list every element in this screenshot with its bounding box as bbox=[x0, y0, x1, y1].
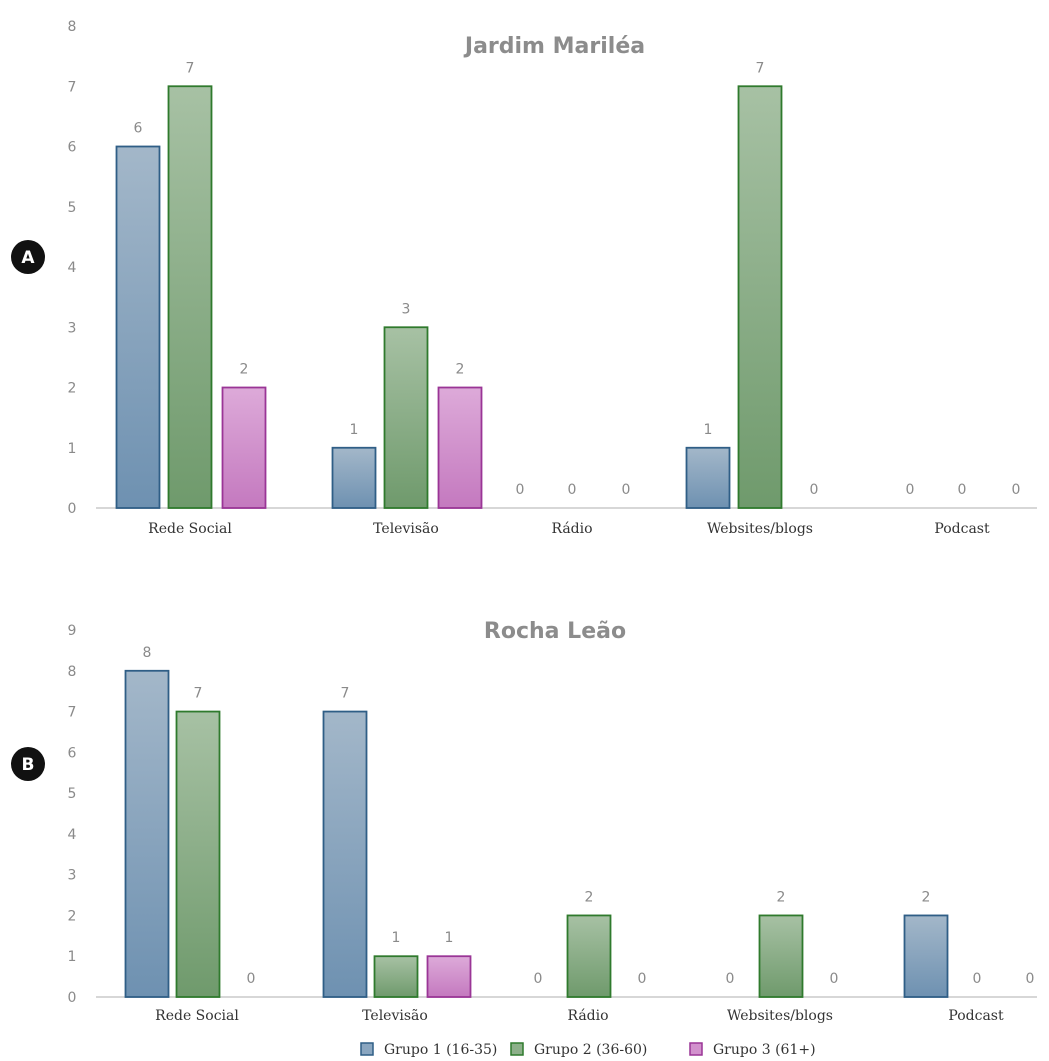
panel-label: A bbox=[21, 248, 35, 268]
legend-item-grupo-3: Grupo 3 (61+) bbox=[689, 1042, 816, 1058]
data-label: 0 bbox=[247, 971, 256, 987]
data-label: 2 bbox=[777, 889, 786, 905]
data-label: 1 bbox=[445, 930, 454, 946]
chart-title: Rocha Leão bbox=[484, 619, 626, 644]
data-label: 0 bbox=[830, 971, 839, 987]
bar-1 bbox=[124, 669, 170, 998]
x-category-label: Websites/blogs bbox=[727, 1008, 833, 1024]
data-label: 7 bbox=[756, 60, 765, 76]
data-label: 0 bbox=[958, 482, 967, 498]
bar-3 bbox=[426, 955, 472, 998]
y-tick-label: 4 bbox=[68, 260, 77, 276]
x-category-label: Podcast bbox=[948, 1008, 1004, 1024]
data-label: 1 bbox=[350, 422, 359, 438]
y-tick-label: 8 bbox=[68, 664, 77, 680]
legend-label: Grupo 1 (16-35) bbox=[384, 1042, 497, 1058]
y-tick-label: 6 bbox=[68, 745, 77, 761]
bar-1 bbox=[903, 914, 949, 998]
data-label: 0 bbox=[1012, 482, 1021, 498]
data-label: 0 bbox=[726, 971, 735, 987]
bar-2 bbox=[167, 85, 213, 509]
x-category-label: Televisão bbox=[362, 1008, 428, 1024]
x-category-label: Rádio bbox=[551, 521, 592, 537]
legend-swatch-grupo-3 bbox=[689, 1042, 703, 1056]
panel-label: B bbox=[22, 755, 35, 775]
data-label: 0 bbox=[906, 482, 915, 498]
y-tick-label: 2 bbox=[68, 908, 77, 924]
legend-item-grupo-2: Grupo 2 (36-60) bbox=[510, 1042, 647, 1058]
data-label: 7 bbox=[194, 686, 203, 702]
data-label: 0 bbox=[568, 482, 577, 498]
bar-2 bbox=[383, 326, 429, 509]
data-label: 0 bbox=[638, 971, 647, 987]
bar-1 bbox=[685, 446, 731, 509]
bar-2 bbox=[373, 955, 419, 998]
panel-badge-b: B bbox=[11, 747, 45, 781]
data-label: 7 bbox=[186, 60, 195, 76]
data-label: 1 bbox=[704, 422, 713, 438]
y-tick-label: 3 bbox=[68, 320, 77, 336]
data-label: 0 bbox=[622, 482, 631, 498]
y-tick-label: 9 bbox=[68, 623, 77, 639]
data-label: 2 bbox=[585, 889, 594, 905]
data-label: 2 bbox=[240, 362, 249, 378]
bar-1 bbox=[331, 446, 377, 509]
chart-rocha-leao: Rocha Leão B 0 1 2 3 4 5 6 7 8 9 Rede Social Televi… bbox=[11, 619, 1037, 1024]
legend: Grupo 1 (16-35) Grupo 2 (36-60) Grupo 3 … bbox=[360, 1042, 816, 1058]
bar-1 bbox=[322, 710, 368, 998]
data-label: 2 bbox=[456, 362, 465, 378]
x-category-label: Rede Social bbox=[155, 1008, 239, 1024]
y-tick-label: 8 bbox=[68, 19, 77, 35]
bar-2 bbox=[758, 914, 804, 998]
x-category-label: Televisão bbox=[373, 521, 439, 537]
data-label: 0 bbox=[810, 482, 819, 498]
y-tick-label: 2 bbox=[68, 381, 77, 397]
y-tick-label: 7 bbox=[68, 705, 77, 721]
chart-jardim-marilea: Jardim Mariléa A 0 1 2 3 4 5 6 7 8 Rede Social Tel… bbox=[11, 19, 1037, 537]
y-tick-label: 1 bbox=[68, 949, 77, 965]
x-category-label: Websites/blogs bbox=[707, 521, 813, 537]
bar-2 bbox=[737, 85, 783, 509]
panel-badge-a: A bbox=[11, 240, 45, 274]
y-tick-label: 1 bbox=[68, 441, 77, 457]
x-category-label: Podcast bbox=[934, 521, 990, 537]
data-label: 0 bbox=[516, 482, 525, 498]
legend-label: Grupo 3 (61+) bbox=[713, 1042, 816, 1058]
bar-1 bbox=[115, 145, 161, 509]
data-label: 7 bbox=[341, 686, 350, 702]
bar-2 bbox=[566, 914, 612, 998]
data-label: 2 bbox=[922, 889, 931, 905]
y-tick-label: 5 bbox=[68, 786, 77, 802]
legend-swatch-grupo-1 bbox=[360, 1042, 374, 1056]
y-tick-label: 5 bbox=[68, 200, 77, 216]
x-category-label: Rede Social bbox=[148, 521, 232, 537]
data-label: 0 bbox=[973, 971, 982, 987]
y-tick-label: 0 bbox=[68, 501, 77, 517]
y-tick-label: 7 bbox=[68, 79, 77, 95]
y-tick-label: 0 bbox=[68, 990, 77, 1006]
bar-3 bbox=[221, 386, 267, 509]
y-tick-label: 6 bbox=[68, 140, 77, 156]
data-label: 8 bbox=[143, 645, 152, 661]
data-label: 0 bbox=[534, 971, 543, 987]
data-label: 3 bbox=[402, 301, 411, 317]
y-tick-label: 4 bbox=[68, 827, 77, 843]
data-label: 0 bbox=[1026, 971, 1035, 987]
data-label: 1 bbox=[392, 930, 401, 946]
data-label: 6 bbox=[134, 121, 143, 137]
bar-2 bbox=[175, 710, 221, 998]
bar-3 bbox=[437, 386, 483, 509]
legend-label: Grupo 2 (36-60) bbox=[534, 1042, 647, 1058]
legend-swatch-grupo-2 bbox=[510, 1042, 524, 1056]
y-tick-label: 3 bbox=[68, 868, 77, 884]
chart-title: Jardim Mariléa bbox=[463, 34, 645, 59]
legend-item-grupo-1: Grupo 1 (16-35) bbox=[360, 1042, 497, 1058]
x-category-label: Rádio bbox=[567, 1008, 608, 1024]
